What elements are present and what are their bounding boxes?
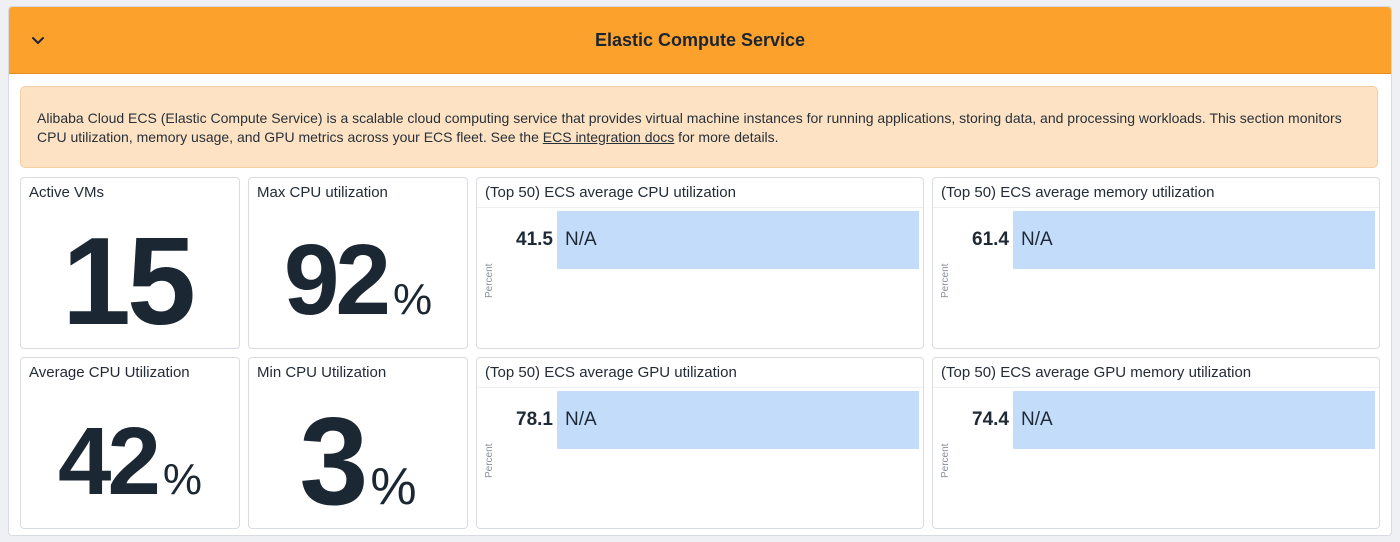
chevron-down-icon [32, 36, 44, 44]
title-divider [933, 207, 1379, 208]
active-vms-widget[interactable]: Active VMs 15 [20, 177, 240, 349]
ecs-group: Elastic Compute Service Alibaba Cloud EC… [8, 6, 1392, 536]
value-unit: % [393, 275, 433, 324]
toplist-value: 61.4 [972, 229, 1009, 250]
value-number: 92 [283, 224, 391, 336]
title-divider [477, 387, 923, 388]
widget-title: Max CPU utilization [257, 184, 388, 201]
query-value: 92 % [249, 230, 467, 330]
toplist-bar [557, 391, 919, 449]
gpu-memory-toplist-widget[interactable]: (Top 50) ECS average GPU memory utilizat… [932, 357, 1380, 529]
cpu-toplist-widget[interactable]: (Top 50) ECS average CPU utilization 41.… [476, 177, 924, 349]
max-cpu-widget[interactable]: Max CPU utilization 92 % [248, 177, 468, 349]
note-text: Alibaba Cloud ECS (Elastic Compute Servi… [37, 110, 1342, 145]
widget-title: (Top 50) ECS average memory utilization [941, 184, 1215, 201]
toplist-row[interactable]: 41.5 N/A [516, 211, 919, 269]
value-number: 42 [58, 408, 161, 515]
axis-label: Percent [484, 443, 495, 478]
toplist-value: 78.1 [516, 409, 553, 430]
query-value: 15 [21, 220, 239, 344]
ecs-docs-link[interactable]: ECS integration docs [542, 129, 675, 145]
toplist-value: 74.4 [972, 409, 1009, 430]
widget-title: (Top 50) ECS average GPU utilization [485, 364, 737, 381]
value-number: 15 [62, 213, 196, 351]
toplist-value: 41.5 [516, 229, 553, 250]
description-note: Alibaba Cloud ECS (Elastic Compute Servi… [20, 86, 1378, 168]
value-unit: % [162, 455, 202, 504]
value-unit: % [370, 458, 417, 516]
avg-cpu-widget[interactable]: Average CPU Utilization 42 % [20, 357, 240, 529]
value-number: 3 [299, 393, 368, 531]
toplist-row[interactable]: 74.4 N/A [972, 391, 1375, 449]
widget-title: (Top 50) ECS average CPU utilization [485, 184, 736, 201]
title-divider [477, 207, 923, 208]
collapse-button[interactable] [27, 29, 49, 51]
toplist-label: N/A [565, 409, 597, 430]
query-value: 42 % [21, 414, 239, 510]
axis-label: Percent [484, 263, 495, 298]
toplist-row[interactable]: 78.1 N/A [516, 391, 919, 449]
toplist-label: N/A [565, 229, 597, 250]
toplist-label: N/A [1021, 229, 1053, 250]
group-header: Elastic Compute Service [9, 7, 1391, 74]
query-value: 3 % [249, 400, 467, 524]
widget-title: Min CPU Utilization [257, 364, 387, 381]
axis-label: Percent [940, 263, 951, 298]
toplist-bar [1013, 391, 1375, 449]
widget-title: Active VMs [29, 184, 105, 201]
title-divider [933, 387, 1379, 388]
toplist-bar [557, 211, 919, 269]
toplist-label: N/A [1021, 409, 1053, 430]
memory-toplist-widget[interactable]: (Top 50) ECS average memory utilization … [932, 177, 1380, 349]
widget-title: (Top 50) ECS average GPU memory utilizat… [941, 364, 1252, 381]
widget-title: Average CPU Utilization [29, 364, 190, 381]
min-cpu-widget[interactable]: Min CPU Utilization 3 % [248, 357, 468, 529]
note-text-end: for more details. [674, 129, 779, 145]
toplist-row[interactable]: 61.4 N/A [972, 211, 1375, 269]
gpu-toplist-widget[interactable]: (Top 50) ECS average GPU utilization 78.… [476, 357, 924, 529]
group-title: Elastic Compute Service [594, 30, 806, 50]
toplist-bar [1013, 211, 1375, 269]
axis-label: Percent [940, 443, 951, 478]
